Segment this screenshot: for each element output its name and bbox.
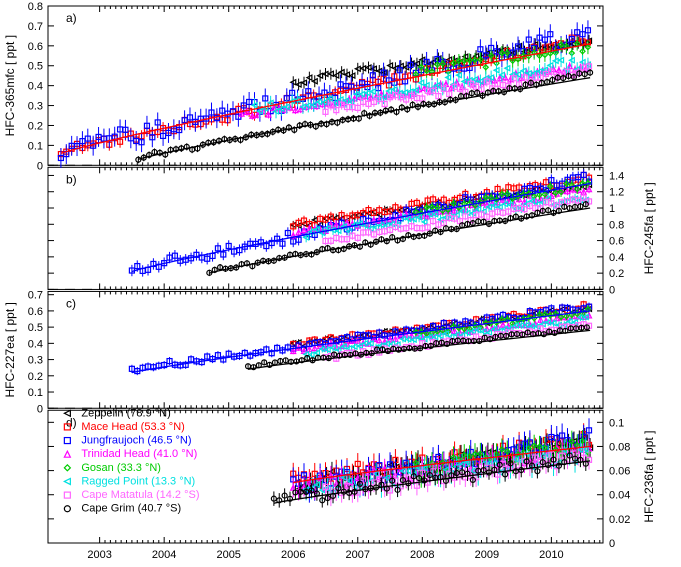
panel-label-b: b) [66,172,77,186]
svg-text:2009: 2009 [475,549,499,561]
legend-item-jungfraujoch: Jungfraujoch (46.5 °N) [81,435,191,447]
panel-label-c: c) [66,296,76,310]
svg-text:0.02: 0.02 [609,514,630,526]
svg-text:0.1: 0.1 [609,417,624,429]
legend-item-gosan: Gosan (33.3 °N) [81,462,161,474]
svg-text:0.4: 0.4 [28,81,43,93]
svg-text:0.5: 0.5 [28,61,43,73]
svg-text:0.3: 0.3 [28,355,43,367]
svg-text:2006: 2006 [281,549,305,561]
svg-text:HFC-365mfc [ ppt ]: HFC-365mfc [ ppt ] [3,35,17,136]
svg-text:2004: 2004 [152,549,176,561]
svg-text:2003: 2003 [87,549,111,561]
svg-text:0.6: 0.6 [609,236,624,248]
svg-text:0.1: 0.1 [28,387,43,399]
legend-item-capegrim: Cape Grim (40.7 °S) [81,503,181,515]
svg-text:2010: 2010 [539,549,563,561]
svg-text:0.6: 0.6 [28,306,43,318]
legend-item-matatula: Cape Matatula (14.2 °S) [81,489,199,501]
panel-label-a: a) [66,11,77,25]
svg-text:0.6: 0.6 [28,41,43,53]
legend-item-ragged: Ragged Point (13.3 °N) [81,475,195,487]
svg-text:1.2: 1.2 [609,187,624,199]
svg-text:0: 0 [609,538,615,550]
svg-text:0.8: 0.8 [609,219,624,231]
svg-text:0: 0 [37,160,43,172]
svg-text:HFC-227ea [ ppt ]: HFC-227ea [ ppt ] [3,302,17,397]
svg-text:2005: 2005 [216,549,240,561]
svg-text:0.06: 0.06 [609,466,630,478]
time-series-figure: 0 0.1 0.2 0.3 0.4 0.5 0.6 0.7 0.8 HFC-365mfc [ pp… [0,0,681,567]
legend-item-trinidad: Trinidad Head (41.0 °N) [81,448,197,460]
svg-text:0.4: 0.4 [28,338,43,350]
svg-text:0.08: 0.08 [609,441,630,453]
svg-text:0.7: 0.7 [28,21,43,33]
svg-text:0.2: 0.2 [28,371,43,383]
svg-text:1: 1 [609,203,615,215]
legend-item-macehead: Mace Head (53.3 °N) [81,421,184,433]
svg-text:0.8: 0.8 [28,1,43,13]
svg-text:0: 0 [37,403,43,415]
svg-text:0.7: 0.7 [28,290,43,302]
svg-text:0.2: 0.2 [609,268,624,280]
svg-text:0.1: 0.1 [28,140,43,152]
legend-item-zeppelin: Zeppelin (78.9 °N) [81,407,170,419]
svg-text:HFC-236fa [ ppt ]: HFC-236fa [ ppt ] [642,431,656,523]
svg-text:0.4: 0.4 [609,252,624,264]
svg-text:0.5: 0.5 [28,322,43,334]
svg-text:2007: 2007 [346,549,370,561]
svg-text:HFC-245fa [ ppt ]: HFC-245fa [ ppt ] [642,182,656,274]
svg-text:1.4: 1.4 [609,170,624,182]
svg-text:0.2: 0.2 [28,120,43,132]
svg-text:2008: 2008 [410,549,434,561]
panel-label-d: d) [66,415,77,429]
svg-text:0.3: 0.3 [28,101,43,113]
svg-text:0: 0 [609,284,615,296]
svg-text:0.04: 0.04 [609,490,630,502]
